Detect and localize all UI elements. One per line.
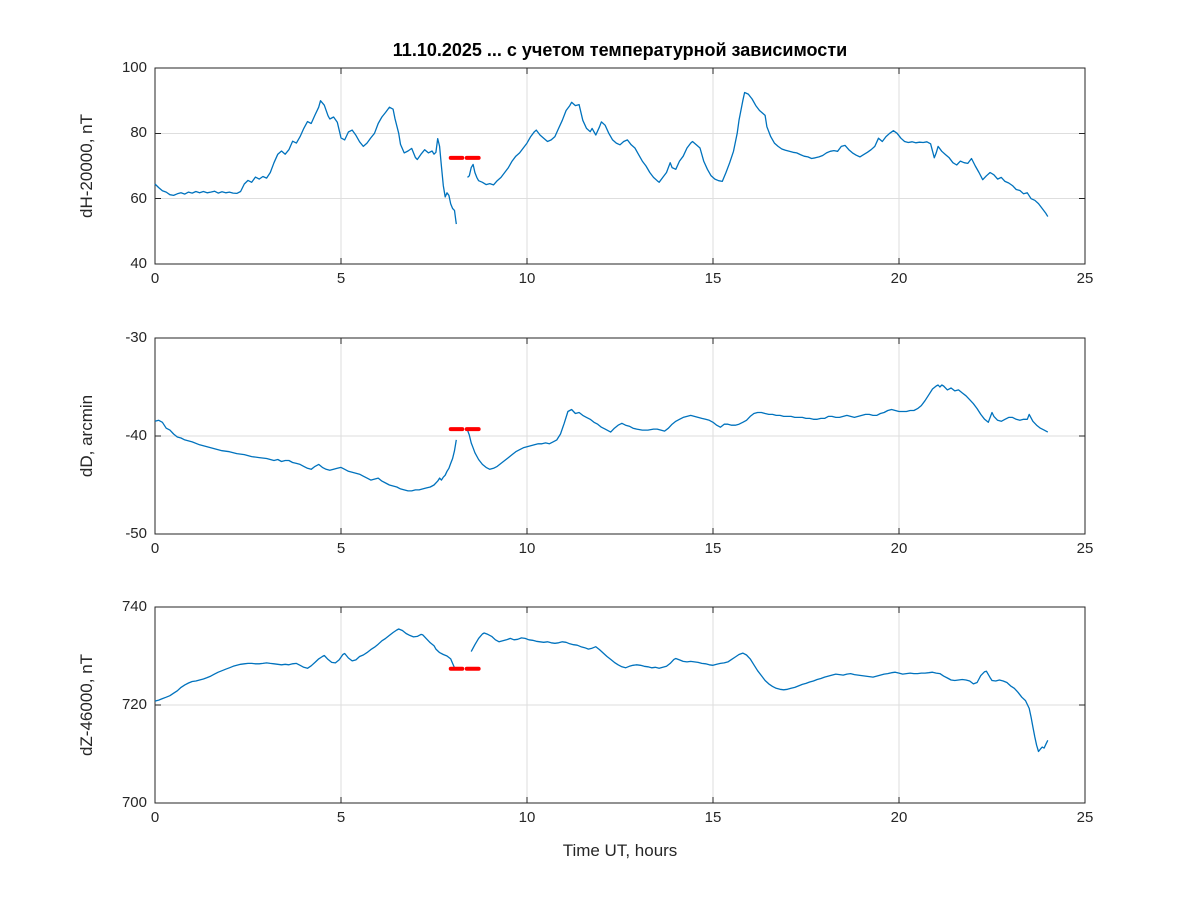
x-tick-label: 15 <box>704 540 722 557</box>
x-tick-label: 0 <box>150 809 160 826</box>
x-tick-label: 10 <box>518 270 536 287</box>
y-axis-label-dZ: dZ-46000, nT <box>77 653 96 757</box>
x-axis-label: Time UT, hours <box>562 841 678 860</box>
x-tick-label: 15 <box>704 270 722 287</box>
figure-title: 11.10.2025 ... с учетом температурной за… <box>392 40 848 60</box>
y-tick-label: 720 <box>121 696 147 713</box>
x-tick-label: 5 <box>336 270 346 287</box>
x-tick-label: 0 <box>150 540 160 557</box>
x-tick-label: 20 <box>890 809 908 826</box>
y-tick-label: 80 <box>130 124 147 142</box>
data-line-dZ <box>154 628 457 702</box>
y-tick-label: 40 <box>130 255 147 272</box>
x-tick-label: 25 <box>1076 270 1094 287</box>
x-tick-label: 10 <box>518 540 536 557</box>
x-tick-label: 10 <box>518 809 536 826</box>
x-tick-label: 15 <box>704 809 722 826</box>
y-tick-label: -50 <box>125 525 147 542</box>
y-tick-label: 100 <box>121 59 147 76</box>
subplot-dH-box <box>154 67 1086 265</box>
data-line-dD <box>466 384 1049 470</box>
data-line-dH <box>467 91 1049 217</box>
x-tick-label: 5 <box>336 809 346 826</box>
x-tick-label: 20 <box>890 270 908 287</box>
y-tick-label: 700 <box>121 794 147 811</box>
y-tick-label: 60 <box>130 189 147 207</box>
data-line-dZ <box>470 632 1049 753</box>
y-axis-label-dH: dH-20000, nT <box>77 114 96 218</box>
data-line-dD <box>154 419 457 492</box>
y-axis-label-dD: dD, arcmin <box>77 394 96 478</box>
x-tick-label: 0 <box>150 270 160 287</box>
y-tick-label: -30 <box>125 329 147 346</box>
x-tick-label: 20 <box>890 540 908 557</box>
x-tick-label: 25 <box>1076 540 1094 557</box>
x-tick-label: 25 <box>1076 809 1094 826</box>
x-tick-label: 5 <box>336 540 346 557</box>
y-tick-label: 740 <box>121 598 147 615</box>
y-tick-label: -40 <box>125 427 147 444</box>
data-line-dH <box>154 100 457 225</box>
